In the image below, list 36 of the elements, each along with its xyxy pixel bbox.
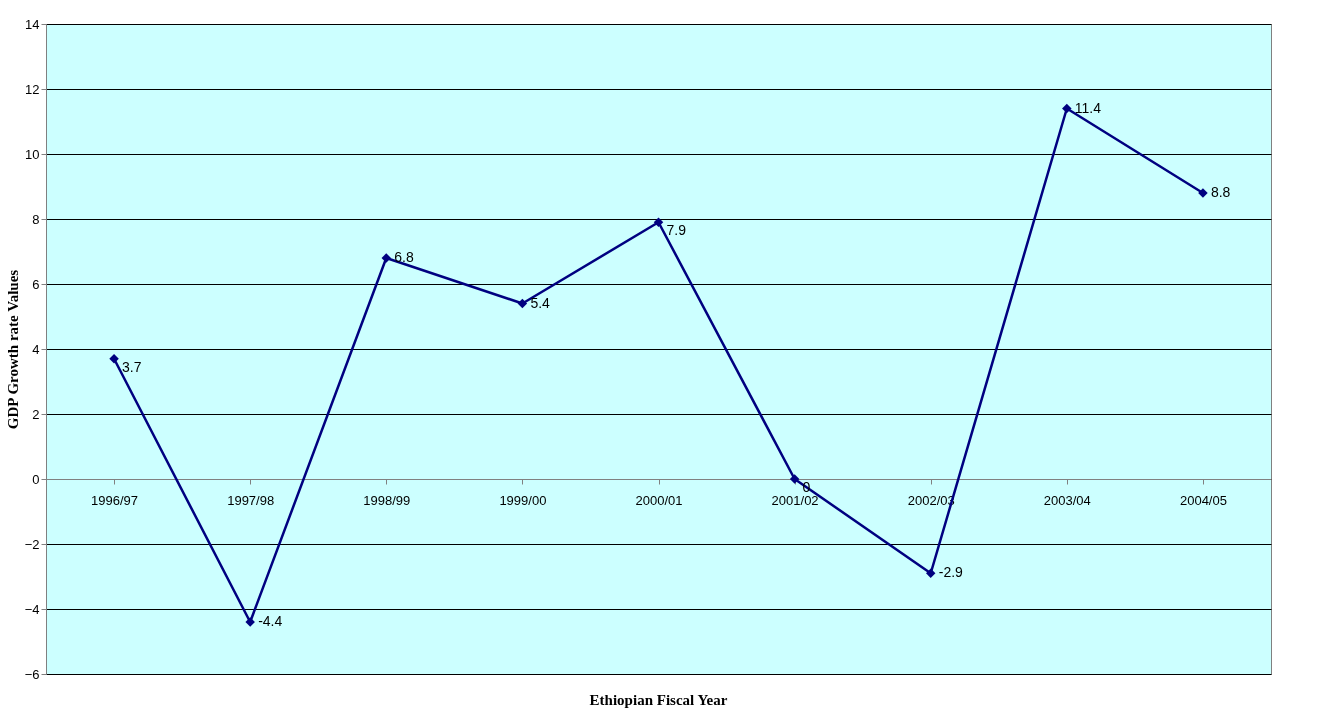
x-tick-label: 2000/01 <box>635 492 683 508</box>
y-tick-label: 10 <box>25 146 40 162</box>
point <box>1062 103 1072 114</box>
x-tick-label: 1998/99 <box>363 492 411 508</box>
data-label: 11.4 <box>1074 99 1102 116</box>
data-label: 5.4 <box>530 294 551 311</box>
x-tick-label: 2001/02 <box>771 492 819 508</box>
x-tick-label: 1997/98 <box>227 492 275 508</box>
y-tick-label: 14 <box>25 16 40 32</box>
y-tick-label: 4 <box>32 341 40 357</box>
y-axis-title: GDP Growth rate Values <box>4 269 21 430</box>
y-tick-label: 6 <box>32 276 40 292</box>
y-tick-label: 12 <box>25 81 40 97</box>
point <box>109 354 119 364</box>
data-label: 3.7 <box>122 358 142 375</box>
x-tick-label: 2003/04 <box>1043 492 1091 508</box>
y-tick-label: 2 <box>32 406 40 422</box>
y-tick-label: −4 <box>24 601 40 617</box>
x-tick-label: 1999/00 <box>499 492 547 508</box>
y-tick-label: 0 <box>32 471 40 487</box>
data-label: 7.9 <box>666 222 687 239</box>
point <box>517 298 528 309</box>
data-label: 6.8 <box>394 249 414 265</box>
data-label: 8.8 <box>1210 184 1231 200</box>
point <box>789 474 800 484</box>
y-tick-label: 8 <box>32 211 40 227</box>
point <box>653 217 664 227</box>
x-tick-label: 2004/05 <box>1179 492 1227 508</box>
point <box>381 253 392 263</box>
x-tick-label: 1996/97 <box>91 492 139 508</box>
y-tick-label: −6 <box>24 666 40 682</box>
y-tick-label: −2 <box>24 536 40 552</box>
data-label: -4.4 <box>258 613 283 629</box>
data-label: -2.9 <box>938 564 964 581</box>
point <box>925 568 936 578</box>
x-axis-title: Ethiopian Fiscal Year <box>589 692 728 708</box>
